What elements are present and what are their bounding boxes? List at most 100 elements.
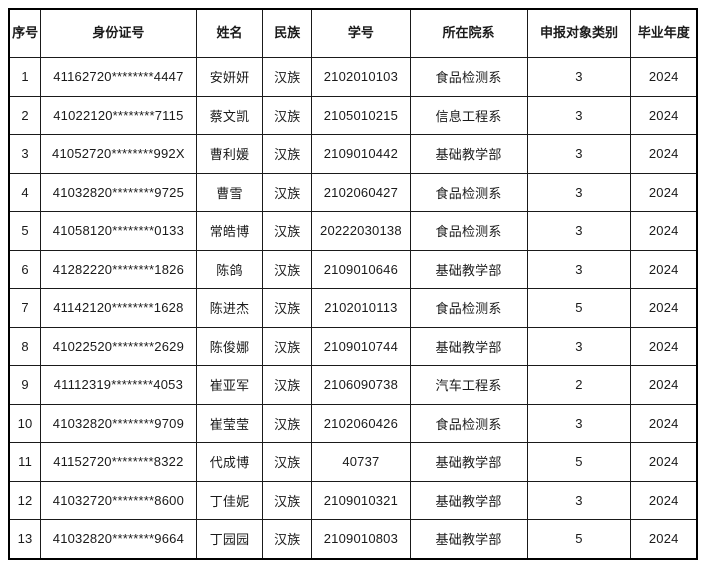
cell-grad-year: 2024: [630, 326, 698, 366]
header-cell-grad-year: 毕业年度: [630, 8, 698, 58]
table-row: 13 41032820********9664 丁园园 汉族 2109010803 基础教…: [8, 519, 698, 559]
cell-category: 3: [526, 57, 632, 97]
cell-student-id: 2105010215: [311, 95, 411, 135]
cell-name: 崔莹莹: [195, 403, 264, 443]
cell-department: 基础教学部: [409, 480, 528, 520]
cell-grad-year: 2024: [630, 519, 698, 559]
cell-category: 3: [526, 403, 632, 443]
table-row: 2 41022120********7115 蔡文凯 汉族 2105010215 信息工程…: [8, 95, 698, 135]
cell-id-number: 41162720********4447: [40, 57, 197, 97]
cell-ethnicity: 汉族: [262, 442, 313, 482]
cell-name: 陈鸽: [195, 249, 264, 289]
cell-ethnicity: 汉族: [262, 172, 313, 212]
cell-student-id: 2106090738: [311, 365, 411, 405]
cell-index: 11: [8, 442, 42, 482]
cell-index: 5: [8, 211, 42, 251]
cell-index: 1: [8, 57, 42, 97]
table-row: 6 41282220********1826 陈鸽 汉族 2109010646 基础教学部…: [8, 249, 698, 289]
header-cell-category: 申报对象类别: [526, 8, 632, 58]
cell-student-id: 2109010646: [311, 249, 411, 289]
table-row: 10 41032820********9709 崔莹莹 汉族 2102060426 食品检…: [8, 403, 698, 443]
cell-id-number: 41142120********1628: [40, 288, 197, 328]
cell-name: 安妍妍: [195, 57, 264, 97]
cell-grad-year: 2024: [630, 95, 698, 135]
cell-index: 8: [8, 326, 42, 366]
header-cell-id-number: 身份证号: [40, 8, 197, 58]
cell-ethnicity: 汉族: [262, 480, 313, 520]
table-row: 4 41032820********9725 曹雪 汉族 2102060427 食品检测系…: [8, 172, 698, 212]
cell-id-number: 41058120********0133: [40, 211, 197, 251]
cell-student-id: 2109010442: [311, 134, 411, 174]
cell-category: 3: [526, 249, 632, 289]
cell-grad-year: 2024: [630, 365, 698, 405]
cell-department: 食品检测系: [409, 57, 528, 97]
cell-department: 基础教学部: [409, 326, 528, 366]
cell-grad-year: 2024: [630, 442, 698, 482]
header-cell-ethnicity: 民族: [262, 8, 313, 58]
student-roster-table: 序号 身份证号 姓名 民族 学号 所在院系 申报对象类别 毕业年度 1 41162720****…: [8, 8, 698, 560]
cell-student-id: 2109010744: [311, 326, 411, 366]
cell-index: 10: [8, 403, 42, 443]
table-row: 11 41152720********8322 代成博 汉族 40737 基础教学部 5 20…: [8, 442, 698, 482]
cell-department: 食品检测系: [409, 288, 528, 328]
cell-category: 3: [526, 172, 632, 212]
cell-id-number: 41282220********1826: [40, 249, 197, 289]
cell-category: 3: [526, 326, 632, 366]
table-header-row: 序号 身份证号 姓名 民族 学号 所在院系 申报对象类别 毕业年度: [8, 8, 698, 58]
cell-department: 食品检测系: [409, 403, 528, 443]
cell-ethnicity: 汉族: [262, 95, 313, 135]
cell-ethnicity: 汉族: [262, 288, 313, 328]
cell-student-id: 2102010103: [311, 57, 411, 97]
cell-student-id: 2102010113: [311, 288, 411, 328]
table-row: 5 41058120********0133 常皓博 汉族 20222030138 食品检…: [8, 211, 698, 251]
cell-category: 2: [526, 365, 632, 405]
cell-name: 陈进杰: [195, 288, 264, 328]
cell-grad-year: 2024: [630, 288, 698, 328]
cell-index: 6: [8, 249, 42, 289]
table-row: 8 41022520********2629 陈俊娜 汉族 2109010744 基础教学…: [8, 326, 698, 366]
cell-category: 3: [526, 95, 632, 135]
cell-name: 丁园园: [195, 519, 264, 559]
cell-id-number: 41152720********8322: [40, 442, 197, 482]
cell-category: 3: [526, 480, 632, 520]
cell-category: 5: [526, 519, 632, 559]
cell-ethnicity: 汉族: [262, 211, 313, 251]
cell-department: 基础教学部: [409, 134, 528, 174]
cell-ethnicity: 汉族: [262, 365, 313, 405]
cell-category: 3: [526, 211, 632, 251]
cell-student-id: 2102060427: [311, 172, 411, 212]
cell-name: 常皓博: [195, 211, 264, 251]
cell-grad-year: 2024: [630, 403, 698, 443]
cell-department: 基础教学部: [409, 249, 528, 289]
cell-grad-year: 2024: [630, 249, 698, 289]
cell-index: 3: [8, 134, 42, 174]
cell-ethnicity: 汉族: [262, 57, 313, 97]
table-row: 12 41032720********8600 丁佳妮 汉族 2109010321 基础教…: [8, 480, 698, 520]
cell-id-number: 41032820********9664: [40, 519, 197, 559]
cell-index: 12: [8, 480, 42, 520]
cell-category: 3: [526, 134, 632, 174]
table-row: 7 41142120********1628 陈进杰 汉族 2102010113 食品检测…: [8, 288, 698, 328]
header-cell-name: 姓名: [195, 8, 264, 58]
cell-department: 基础教学部: [409, 519, 528, 559]
cell-name: 丁佳妮: [195, 480, 264, 520]
document-page: 序号 身份证号 姓名 民族 学号 所在院系 申报对象类别 毕业年度 1 41162720****…: [8, 8, 698, 560]
cell-category: 5: [526, 288, 632, 328]
cell-ethnicity: 汉族: [262, 249, 313, 289]
cell-id-number: 41022520********2629: [40, 326, 197, 366]
cell-name: 陈俊娜: [195, 326, 264, 366]
cell-ethnicity: 汉族: [262, 134, 313, 174]
cell-id-number: 41052720********992X: [40, 134, 197, 174]
cell-department: 汽车工程系: [409, 365, 528, 405]
cell-student-id: 2109010803: [311, 519, 411, 559]
cell-ethnicity: 汉族: [262, 326, 313, 366]
cell-name: 曹利媛: [195, 134, 264, 174]
cell-id-number: 41032820********9725: [40, 172, 197, 212]
cell-name: 崔亚军: [195, 365, 264, 405]
cell-department: 食品检测系: [409, 172, 528, 212]
cell-student-id: 2109010321: [311, 480, 411, 520]
cell-name: 代成博: [195, 442, 264, 482]
cell-name: 蔡文凯: [195, 95, 264, 135]
table-row: 9 41112319********4053 崔亚军 汉族 2106090738 汽车工程…: [8, 365, 698, 405]
cell-index: 9: [8, 365, 42, 405]
